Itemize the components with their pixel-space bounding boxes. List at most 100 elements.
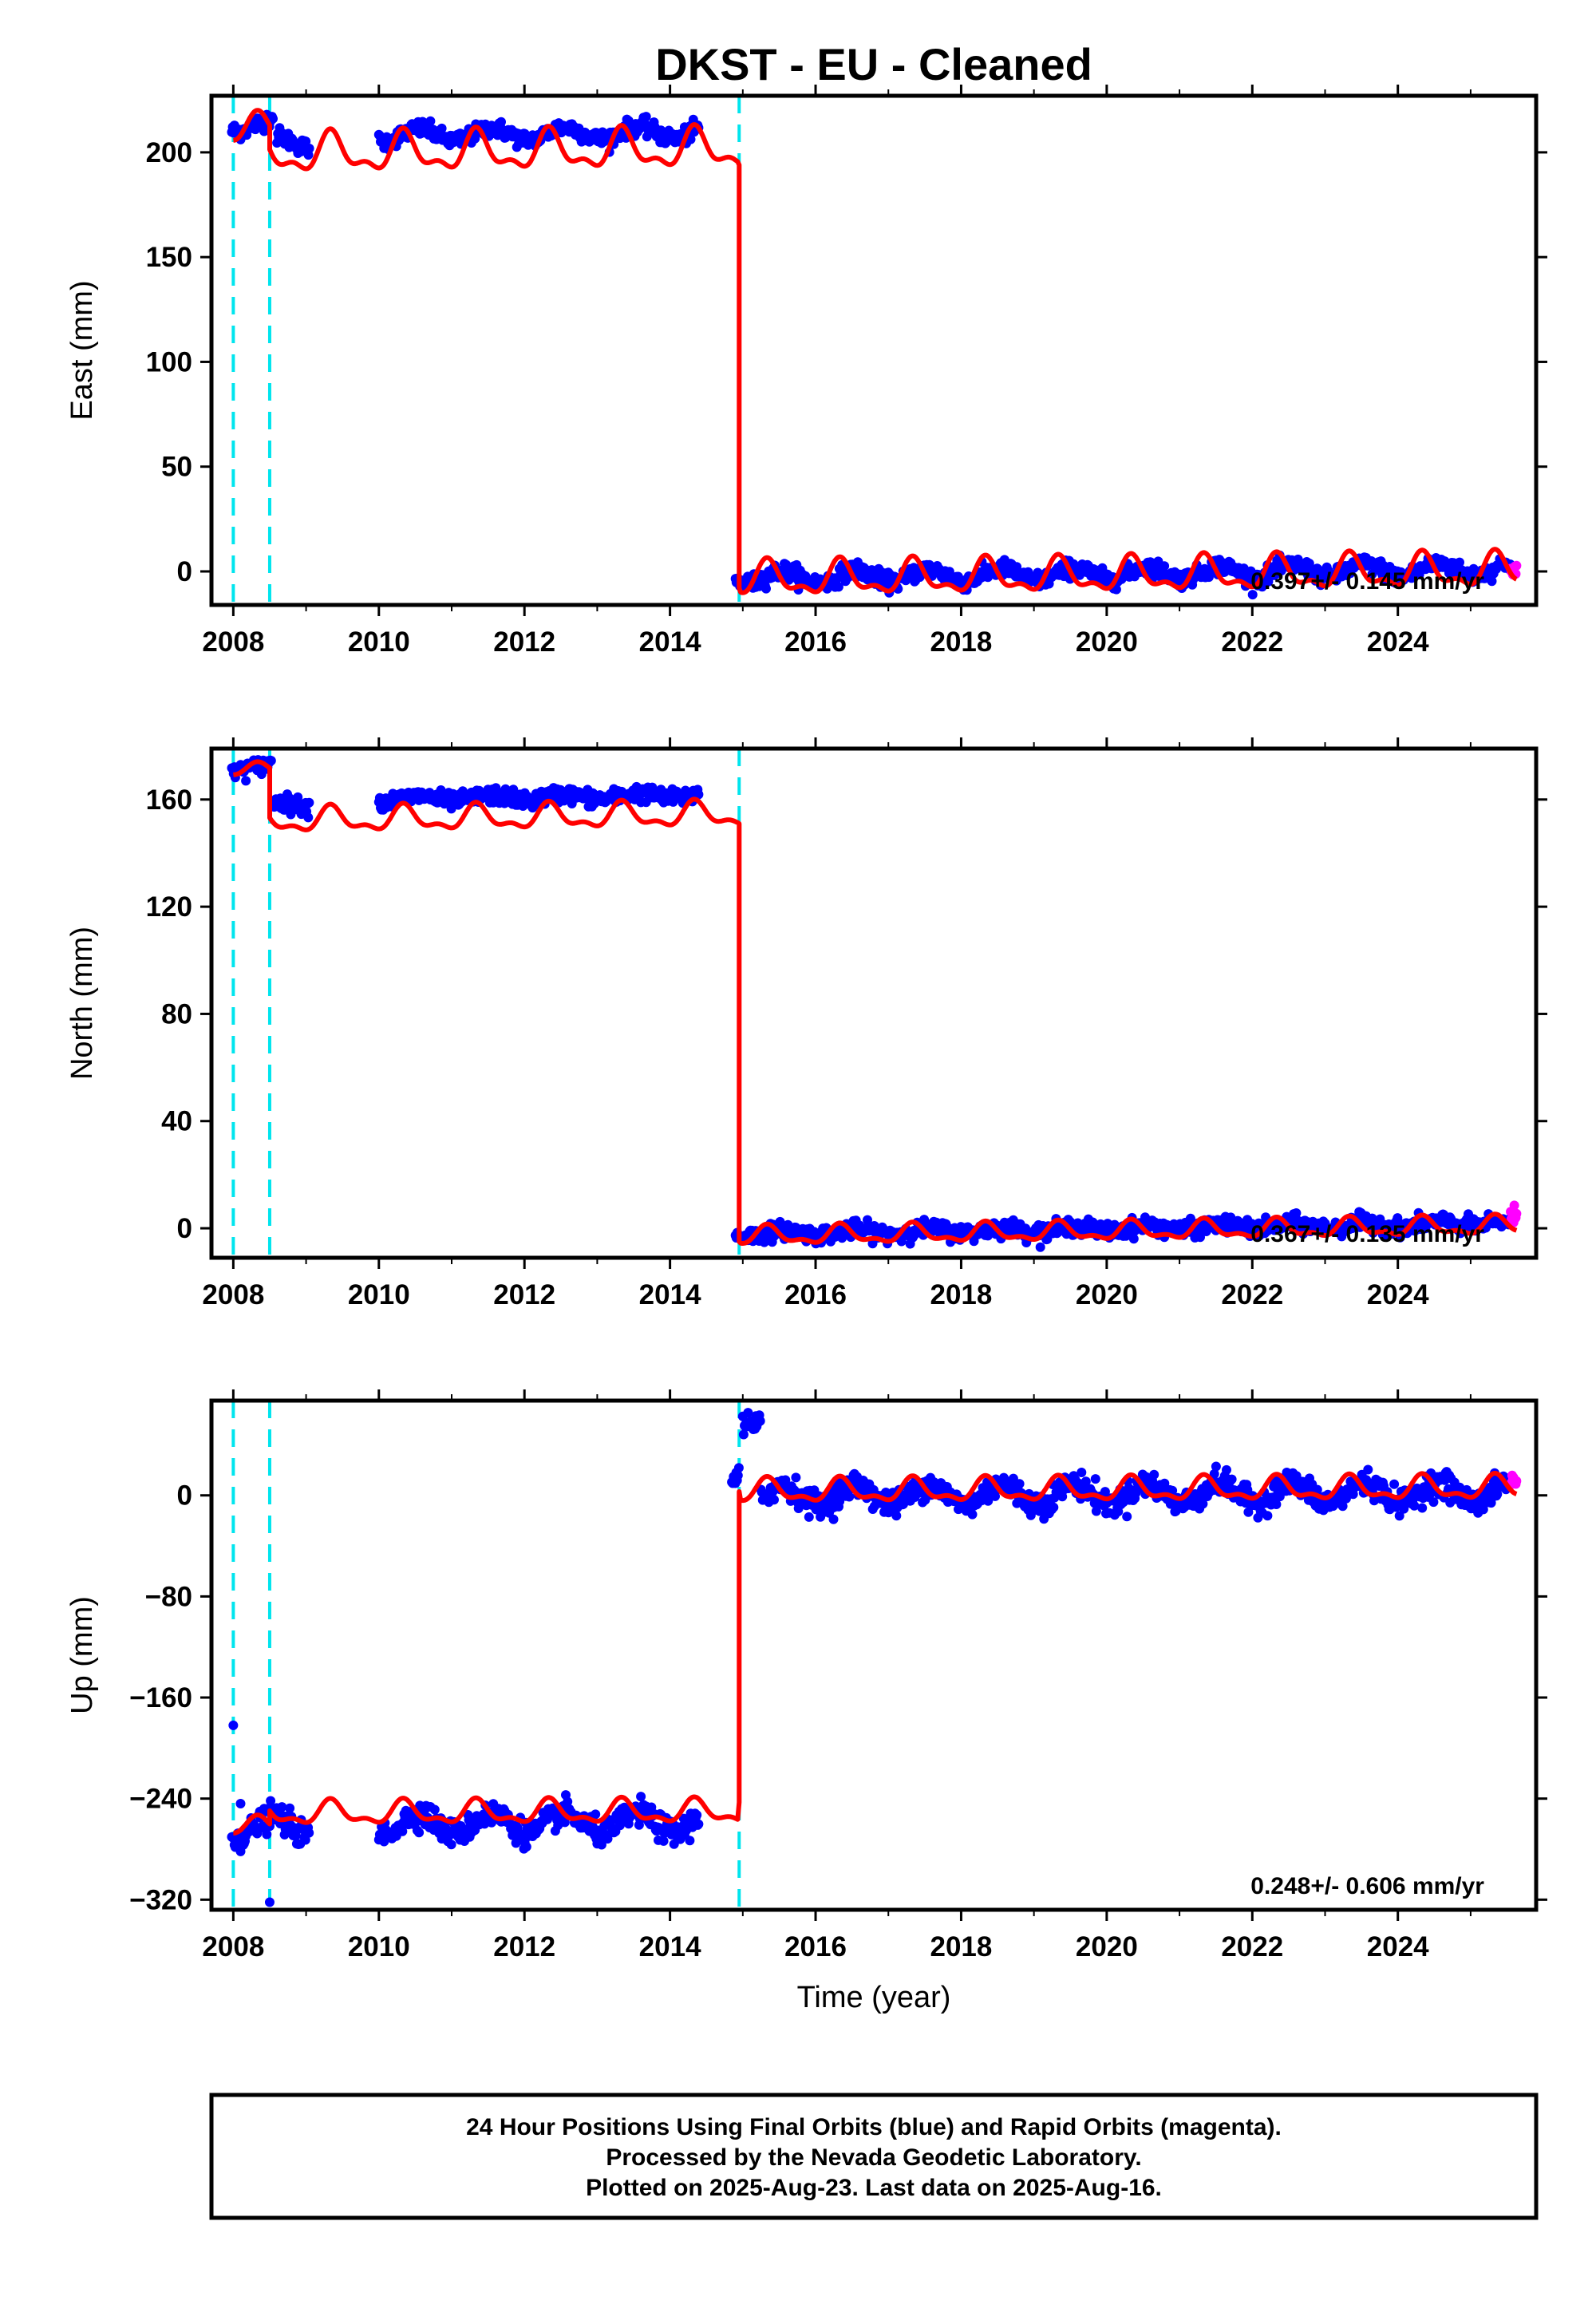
x-tick-label: 2010 [348,626,410,658]
data-point [1291,1208,1302,1218]
velocity-rate-label: 0.367+/- 0.135 mm/yr [1250,1221,1484,1247]
outlier-point [264,1897,275,1907]
rapid-orbit-point [1511,1208,1522,1219]
y-tick-label: 0 [177,556,192,587]
final-orbit-series [373,1790,704,1854]
y-tick-label: 50 [161,452,192,483]
x-tick-label: 2024 [1367,1279,1429,1310]
data-point [1227,1474,1237,1484]
data-point [266,1796,276,1806]
final-orbit-series [737,1408,765,1440]
x-tick-label: 2012 [493,1279,555,1310]
model-curve [231,108,1519,595]
data-point [266,756,276,766]
outlier-point [235,1799,246,1809]
data-point [1222,1464,1231,1475]
data-point [470,133,480,144]
x-tick-label: 2016 [784,1279,847,1310]
data-point [304,797,314,808]
y-axis-label: Up (mm) [65,1596,99,1714]
velocity-rate-label: 0.248+/- 0.606 mm/yr [1250,1873,1484,1899]
x-axis-label: Time (year) [797,1981,951,2014]
x-tick-label: 2024 [1367,1931,1429,1962]
data-point [1014,1479,1025,1489]
x-tick-label: 2010 [348,1279,410,1310]
data-point [1080,1476,1091,1487]
data-point [1185,1213,1195,1223]
data-point [1389,1479,1400,1489]
data-point [844,1492,855,1502]
y-tick-label: −80 [145,1581,192,1612]
x-tick-label: 2014 [639,626,701,658]
data-point [1049,1502,1059,1512]
data-point [241,776,251,786]
data-point [1363,1464,1373,1475]
data-point [733,1463,744,1473]
data-point [1128,1234,1139,1244]
data-point [1262,1511,1273,1521]
data-point [733,1470,743,1480]
data-point [828,1514,839,1524]
data-point [304,144,314,153]
data-point [761,583,771,594]
data-point [303,812,314,823]
y-tick-label: −160 [129,1682,192,1713]
data-point [591,1809,601,1820]
data-point [641,112,651,122]
data-point [268,113,278,124]
x-tick-label: 2020 [1076,1931,1138,1962]
data-point [1409,1500,1420,1511]
y-axis-label: East (mm) [65,280,99,420]
data-point [1417,1503,1428,1513]
data-point [559,1817,570,1828]
data-point [1271,1500,1282,1509]
y-tick-label: 160 [146,785,192,816]
y-tick-label: 80 [161,998,192,1030]
data-point [437,123,447,133]
final-orbit-series [268,789,314,823]
rapid-orbit-point [1509,1200,1519,1211]
data-point [425,116,436,126]
chart-title: DKST - EU - Cleaned [655,39,1092,89]
data-point [563,1796,573,1807]
plot-area [227,1401,1522,1910]
x-tick-label: 2020 [1076,1279,1138,1310]
y-tick-label: 100 [146,346,192,377]
x-tick-label: 2016 [784,626,847,658]
data-point [755,1416,765,1426]
final-orbit-series [727,1463,744,1488]
y-tick-label: 200 [146,137,192,168]
data-point [775,1216,785,1227]
data-point [1487,576,1497,587]
footer-line-3: Plotted on 2025-Aug-23. Last data on 202… [586,2175,1162,2201]
data-point [658,1836,669,1846]
data-point [738,1429,749,1440]
data-point [743,1408,753,1418]
data-point [300,1835,310,1845]
data-point [521,1842,531,1852]
data-point [1077,1468,1087,1477]
x-tick-label: 2014 [639,1279,701,1310]
x-tick-label: 2018 [930,626,993,658]
data-point [804,1512,814,1522]
rapid-orbit-point [1511,560,1522,571]
data-point [693,1819,704,1829]
data-point [1492,1489,1503,1500]
final-orbit-series [756,1461,1515,1524]
data-point [301,136,311,147]
plot-area [227,96,1522,605]
data-point [685,1836,695,1846]
model-curve [231,1471,1519,1836]
model-curve [231,759,1519,1246]
data-point [487,1817,496,1828]
axes-frame [209,746,1539,1260]
footer-box: 24 Hour Positions Using Final Orbits (bl… [209,2093,1539,2220]
data-point [1337,1501,1348,1512]
x-tick-label: 2018 [930,1279,993,1310]
data-point [791,1472,801,1483]
y-tick-label: 0 [177,1480,192,1512]
data-point [397,1826,408,1836]
up-panel: 2008 2010 2012 2014 2016 2018 2020 2022 2024 0 −80… [65,1389,1547,1962]
x-tick-label: 2018 [930,1931,993,1962]
